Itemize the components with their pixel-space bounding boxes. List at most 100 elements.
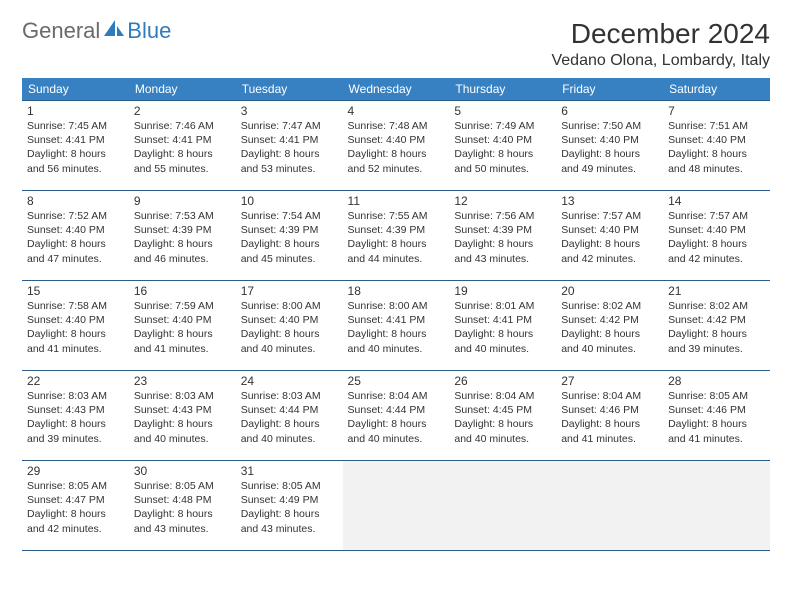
day-number: 16 [134,284,231,298]
day-header: Friday [556,78,663,101]
sunrise-label: Sunrise: 7:46 AM [134,119,231,133]
day-number: 30 [134,464,231,478]
day2-label: and 40 minutes. [454,342,551,356]
day-number: 18 [348,284,445,298]
day-header: Tuesday [236,78,343,101]
day1-label: Daylight: 8 hours [134,417,231,431]
sunset-label: Sunset: 4:42 PM [561,313,658,327]
calendar-cell: 30Sunrise: 8:05 AMSunset: 4:48 PMDayligh… [129,461,236,551]
day1-label: Daylight: 8 hours [27,507,124,521]
day2-label: and 45 minutes. [241,252,338,266]
sunset-label: Sunset: 4:40 PM [561,133,658,147]
day1-label: Daylight: 8 hours [348,417,445,431]
sunrise-label: Sunrise: 8:04 AM [348,389,445,403]
sunrise-label: Sunrise: 7:54 AM [241,209,338,223]
brand-part1: General [22,18,100,44]
calendar-cell: 22Sunrise: 8:03 AMSunset: 4:43 PMDayligh… [22,371,129,461]
calendar-cell: 18Sunrise: 8:00 AMSunset: 4:41 PMDayligh… [343,281,450,371]
day2-label: and 40 minutes. [348,432,445,446]
sunset-label: Sunset: 4:40 PM [134,313,231,327]
day-number: 25 [348,374,445,388]
day1-label: Daylight: 8 hours [134,237,231,251]
day-header-row: SundayMondayTuesdayWednesdayThursdayFrid… [22,78,770,101]
calendar-cell: 6Sunrise: 7:50 AMSunset: 4:40 PMDaylight… [556,101,663,191]
day1-label: Daylight: 8 hours [561,147,658,161]
day2-label: and 41 minutes. [134,342,231,356]
day-number: 23 [134,374,231,388]
day2-label: and 50 minutes. [454,162,551,176]
day-number: 15 [27,284,124,298]
calendar-cell: 29Sunrise: 8:05 AMSunset: 4:47 PMDayligh… [22,461,129,551]
day1-label: Daylight: 8 hours [241,237,338,251]
day2-label: and 39 minutes. [668,342,765,356]
day-number: 13 [561,194,658,208]
sunrise-label: Sunrise: 7:56 AM [454,209,551,223]
sunset-label: Sunset: 4:40 PM [241,313,338,327]
day-number: 28 [668,374,765,388]
sunrise-label: Sunrise: 8:03 AM [134,389,231,403]
calendar-cell: 28Sunrise: 8:05 AMSunset: 4:46 PMDayligh… [663,371,770,461]
sunset-label: Sunset: 4:40 PM [561,223,658,237]
day2-label: and 43 minutes. [134,522,231,536]
day1-label: Daylight: 8 hours [348,147,445,161]
day1-label: Daylight: 8 hours [454,237,551,251]
sunrise-label: Sunrise: 7:50 AM [561,119,658,133]
sunset-label: Sunset: 4:41 PM [348,313,445,327]
day-number: 12 [454,194,551,208]
day-number: 10 [241,194,338,208]
calendar-cell: 21Sunrise: 8:02 AMSunset: 4:42 PMDayligh… [663,281,770,371]
calendar-cell: 13Sunrise: 7:57 AMSunset: 4:40 PMDayligh… [556,191,663,281]
sunrise-label: Sunrise: 8:03 AM [27,389,124,403]
calendar-cell: 9Sunrise: 7:53 AMSunset: 4:39 PMDaylight… [129,191,236,281]
day2-label: and 55 minutes. [134,162,231,176]
day1-label: Daylight: 8 hours [134,327,231,341]
calendar-row: 8Sunrise: 7:52 AMSunset: 4:40 PMDaylight… [22,191,770,281]
calendar-cell: 20Sunrise: 8:02 AMSunset: 4:42 PMDayligh… [556,281,663,371]
sunrise-label: Sunrise: 8:00 AM [241,299,338,313]
day-number: 14 [668,194,765,208]
day2-label: and 56 minutes. [27,162,124,176]
calendar-cell: 17Sunrise: 8:00 AMSunset: 4:40 PMDayligh… [236,281,343,371]
sunset-label: Sunset: 4:47 PM [27,493,124,507]
calendar-cell: 10Sunrise: 7:54 AMSunset: 4:39 PMDayligh… [236,191,343,281]
sunrise-label: Sunrise: 8:03 AM [241,389,338,403]
day2-label: and 43 minutes. [454,252,551,266]
day2-label: and 41 minutes. [561,432,658,446]
day1-label: Daylight: 8 hours [241,147,338,161]
day2-label: and 40 minutes. [561,342,658,356]
sunrise-label: Sunrise: 8:04 AM [454,389,551,403]
sunrise-label: Sunrise: 7:48 AM [348,119,445,133]
sunset-label: Sunset: 4:46 PM [561,403,658,417]
calendar-row: 29Sunrise: 8:05 AMSunset: 4:47 PMDayligh… [22,461,770,551]
calendar-cell: 1Sunrise: 7:45 AMSunset: 4:41 PMDaylight… [22,101,129,191]
sunset-label: Sunset: 4:41 PM [134,133,231,147]
calendar-empty-cell [556,461,663,551]
day-header: Monday [129,78,236,101]
sunset-label: Sunset: 4:40 PM [668,133,765,147]
title-block: December 2024 Vedano Olona, Lombardy, It… [551,18,770,70]
day1-label: Daylight: 8 hours [348,327,445,341]
sunset-label: Sunset: 4:48 PM [134,493,231,507]
sunset-label: Sunset: 4:39 PM [454,223,551,237]
calendar-cell: 8Sunrise: 7:52 AMSunset: 4:40 PMDaylight… [22,191,129,281]
calendar-cell: 7Sunrise: 7:51 AMSunset: 4:40 PMDaylight… [663,101,770,191]
day1-label: Daylight: 8 hours [454,417,551,431]
day-number: 17 [241,284,338,298]
sunset-label: Sunset: 4:41 PM [454,313,551,327]
calendar-cell: 16Sunrise: 7:59 AMSunset: 4:40 PMDayligh… [129,281,236,371]
sunset-label: Sunset: 4:42 PM [668,313,765,327]
calendar-cell: 24Sunrise: 8:03 AMSunset: 4:44 PMDayligh… [236,371,343,461]
calendar-table: SundayMondayTuesdayWednesdayThursdayFrid… [22,78,770,551]
day-number: 29 [27,464,124,478]
sunrise-label: Sunrise: 8:05 AM [27,479,124,493]
sunset-label: Sunset: 4:43 PM [27,403,124,417]
calendar-cell: 15Sunrise: 7:58 AMSunset: 4:40 PMDayligh… [22,281,129,371]
sunset-label: Sunset: 4:43 PM [134,403,231,417]
brand-logo: General Blue [22,18,171,44]
day-header: Saturday [663,78,770,101]
sunrise-label: Sunrise: 7:55 AM [348,209,445,223]
sunset-label: Sunset: 4:46 PM [668,403,765,417]
sunrise-label: Sunrise: 7:53 AM [134,209,231,223]
calendar-cell: 4Sunrise: 7:48 AMSunset: 4:40 PMDaylight… [343,101,450,191]
day1-label: Daylight: 8 hours [348,237,445,251]
